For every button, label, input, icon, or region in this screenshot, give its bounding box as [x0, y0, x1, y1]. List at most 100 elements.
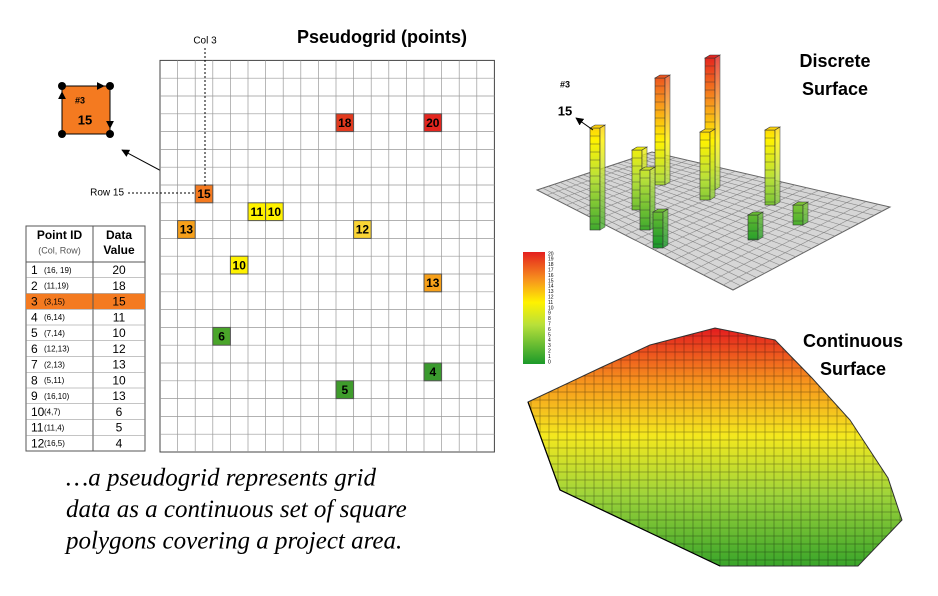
plane-line [664, 187, 807, 256]
inset-cell [61, 85, 111, 135]
point-coord: (16,10) [44, 392, 70, 401]
discrete-surface [535, 54, 892, 291]
point-id: 11 [31, 421, 44, 435]
point-id: 10 [31, 405, 45, 419]
point-coord: (5,11) [44, 376, 65, 385]
point-id: 5 [31, 326, 38, 340]
point-id: 6 [31, 342, 38, 356]
column-top [588, 124, 607, 129]
plane-line [723, 203, 879, 286]
legend-label: 11 [548, 300, 553, 306]
legend-label: 2 [548, 349, 551, 355]
point-value: 5 [116, 421, 123, 435]
column-top [703, 54, 722, 59]
plane-line [713, 201, 867, 281]
point-value: 18 [112, 279, 126, 293]
point-coord: (2,13) [44, 360, 65, 369]
point-value: 11 [250, 205, 263, 219]
point-cell [177, 220, 196, 239]
point-coord: (12,13) [44, 345, 70, 354]
point-cell [335, 380, 355, 400]
column-side [599, 124, 606, 231]
legend-label: 14 [548, 284, 554, 290]
point-value: 11 [113, 310, 126, 324]
point-value: 13 [180, 223, 194, 237]
point-value: 20 [112, 263, 126, 277]
point-cell [212, 326, 231, 346]
legend-label: 5 [548, 332, 551, 338]
point-value: 10 [233, 258, 247, 272]
point-id: 1 [31, 263, 38, 277]
legend-label: 16 [548, 273, 554, 279]
legend-label: 1 [548, 354, 551, 360]
legend-bar [523, 252, 545, 364]
inset-value: 15 [78, 112, 92, 127]
table-frame [25, 225, 146, 452]
point-id: 3 [31, 295, 38, 309]
pseudogrid: 20 18 15 11 10 12 13 10 13 6 5 4 [159, 59, 495, 453]
point-coord: (11,19) [44, 282, 69, 291]
legend-label: 7 [548, 322, 551, 328]
grid-title: Pseudogrid (points) [297, 27, 467, 47]
point-cell [265, 202, 284, 222]
column-top [698, 128, 717, 133]
discrete-id: #3 [560, 79, 570, 89]
plane-line [703, 198, 855, 276]
point-cell [335, 113, 355, 133]
inset-corners [58, 82, 114, 138]
column-top [630, 146, 649, 151]
plane-line [693, 195, 843, 271]
column-side [664, 74, 671, 186]
discrete-value: 15 [558, 103, 572, 118]
point-coord: (16, 19) [44, 266, 72, 275]
point-value: 18 [338, 116, 352, 130]
column-front [639, 169, 651, 231]
column-top [653, 74, 672, 79]
point-value: 10 [268, 205, 282, 219]
discrete-arrow [575, 117, 594, 131]
point-cell [229, 255, 249, 275]
legend-label: 3 [548, 343, 551, 349]
column-side [802, 201, 809, 226]
column-top [746, 211, 765, 216]
highlight-row [26, 293, 145, 310]
point-value: 12 [112, 342, 126, 356]
table-header: Value [103, 243, 135, 257]
point-cell [353, 220, 372, 239]
caption: …a pseudogrid represents grid data as a c… [64, 465, 407, 555]
continuous-title: Continuous [803, 331, 903, 351]
point-value: 13 [112, 358, 126, 372]
legend-label: 0 [548, 359, 551, 365]
caption-line: …a pseudogrid represents grid [66, 465, 376, 492]
point-cell [194, 184, 214, 204]
column-top [638, 166, 657, 171]
point-id: 9 [31, 389, 38, 403]
continuous-surface [527, 327, 903, 567]
row-label: Row 15 [90, 188, 124, 199]
table-header: Data [106, 228, 132, 242]
column-side [714, 54, 721, 191]
column-front [652, 211, 664, 249]
col-label: Col 3 [193, 36, 217, 47]
plane-line [634, 157, 867, 220]
point-value: 12 [356, 223, 370, 237]
point-value: 15 [112, 295, 126, 309]
point-value: 10 [112, 326, 126, 340]
point-id: 4 [31, 310, 38, 324]
table-header: (Col, Row) [38, 245, 81, 255]
point-cell [423, 362, 443, 382]
point-cell [423, 113, 443, 133]
point-coord: (6,14) [44, 313, 65, 322]
inset-id: #3 [75, 95, 85, 105]
column-side [774, 126, 781, 206]
point-value: 5 [341, 383, 348, 397]
column-front [764, 129, 776, 206]
column-front [589, 127, 601, 231]
column-front [699, 131, 711, 201]
point-value: 4 [116, 436, 123, 450]
point-coord: (7,14) [44, 329, 65, 338]
legend-label: 10 [548, 305, 554, 311]
